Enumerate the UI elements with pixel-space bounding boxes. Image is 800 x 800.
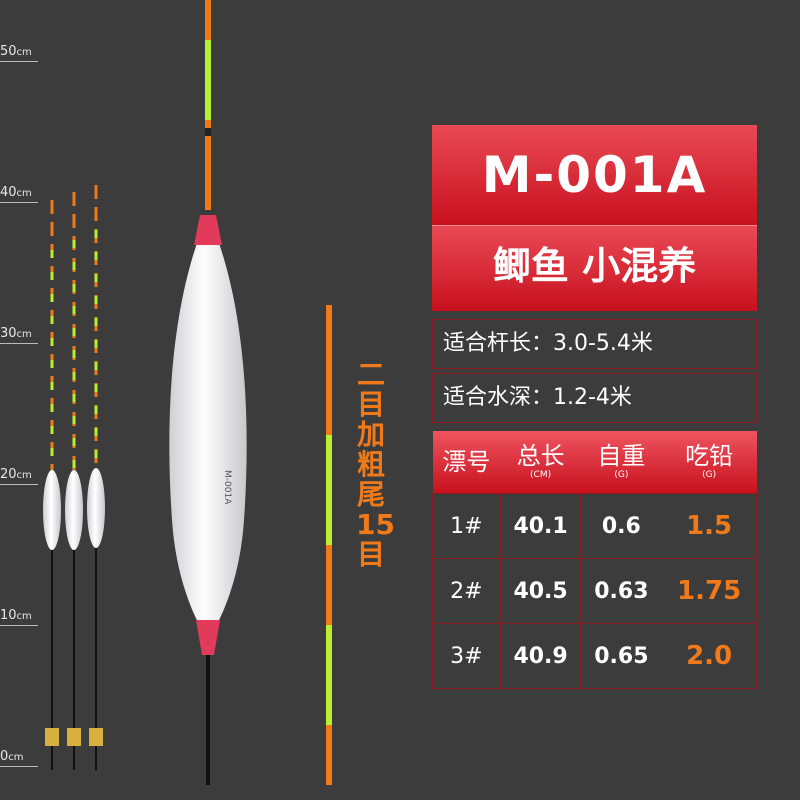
large-float: M-001A (169, 0, 247, 785)
label-char: 目 (356, 538, 385, 571)
model-title: M-001A (432, 125, 757, 225)
label-char: 二 (356, 358, 385, 391)
table-row: 1# 40.1 0.6 1.5 (432, 493, 757, 559)
ruler-tick: 10cm (0, 608, 38, 626)
label-char: 目 (356, 388, 385, 421)
ruler-tick: 0cm (0, 749, 38, 767)
small-float (43, 200, 61, 770)
cell: 40.1 (499, 493, 582, 559)
cell: 2.0 (661, 623, 757, 689)
header-float-no: 漂号 (432, 431, 501, 494)
spec-panel: M-001A 鲫鱼 小混养 适合杆长：3.0-5.4米 适合水深：1.2-4米 … (432, 125, 757, 689)
ruler-tick: 50cm (0, 44, 38, 62)
ruler-tick: 40cm (0, 185, 38, 203)
cell: 3# (432, 623, 501, 689)
label-char: 加 (356, 418, 385, 451)
table-header: 漂号 总长 (CM) 自重 (G) 吃铅 (G) (432, 431, 757, 494)
table-row: 3# 40.9 0.65 2.0 (432, 623, 757, 689)
ruler-tick: 20cm (0, 467, 38, 485)
cell: 0.63 (580, 558, 663, 624)
table-row: 2# 40.5 0.63 1.75 (432, 558, 757, 624)
rod-length: 适合杆长：3.0-5.4米 (432, 319, 757, 369)
ruler-tick: 30cm (0, 326, 38, 344)
small-float (65, 192, 83, 770)
water-depth: 适合水深：1.2-4米 (432, 373, 757, 423)
cell: 0.6 (580, 493, 663, 559)
label-char: 15 (356, 508, 395, 541)
cell: 1.75 (661, 558, 757, 624)
cell: 1.5 (661, 493, 757, 559)
cell: 1# (432, 493, 501, 559)
cell: 0.65 (580, 623, 663, 689)
product-subtitle: 鲫鱼 小混养 (432, 225, 757, 311)
label-char: 尾 (356, 478, 385, 511)
cell: 40.5 (499, 558, 582, 624)
spec-table: 漂号 总长 (CM) 自重 (G) 吃铅 (G) 1# 40.1 0.6 1.5 2#… (432, 431, 757, 689)
tail-description: 二 目 加 粗 尾 15 目 (356, 358, 395, 571)
float-model-text: M-001A (222, 470, 232, 505)
cell: 2# (432, 558, 501, 624)
header-lead: 吃铅 (G) (661, 431, 757, 494)
tail-stick (326, 305, 332, 785)
header-weight: 自重 (G) (580, 431, 662, 494)
label-char: 粗 (356, 448, 385, 481)
header-length: 总长 (CM) (500, 431, 581, 494)
small-float (87, 185, 105, 770)
cell: 40.9 (499, 623, 582, 689)
